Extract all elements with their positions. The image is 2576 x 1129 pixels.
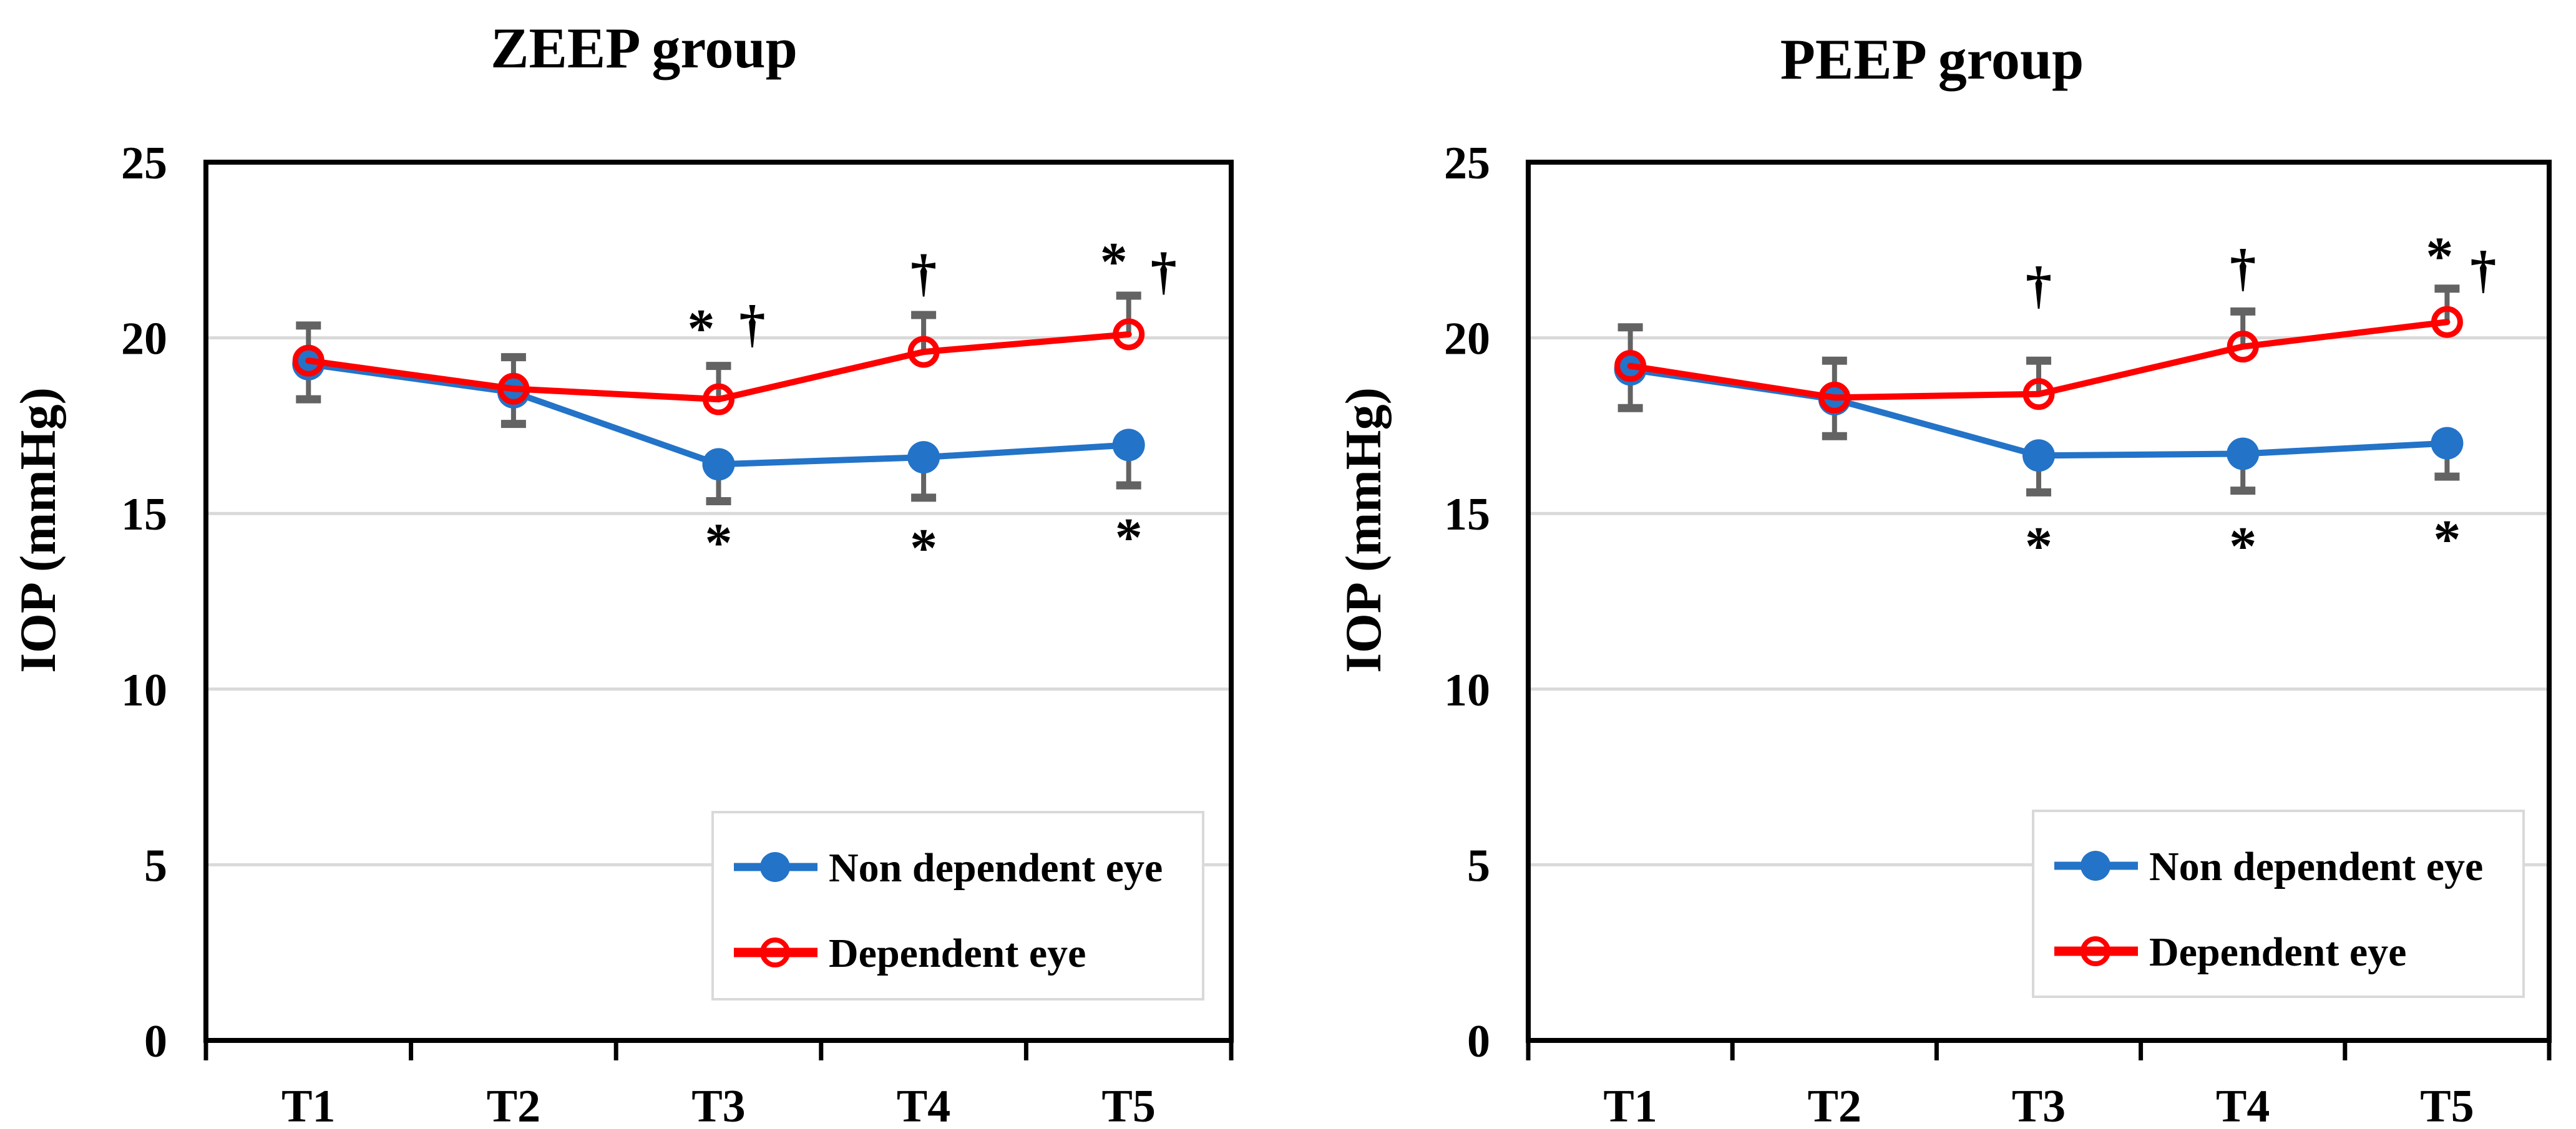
zeep-sig-asterisk-T3: * bbox=[705, 513, 733, 574]
zeep-legend: Non dependent eye Dependent eye bbox=[711, 811, 1204, 1001]
peep-y-tick-label: 10 bbox=[1444, 665, 1490, 716]
peep-x-tick-label-T2: T2 bbox=[1808, 1081, 1861, 1129]
peep-sig-asterisk-T4: * bbox=[2229, 516, 2256, 577]
zeep-sig-dagger-T4: † bbox=[910, 244, 937, 302]
zeep-annotations: * † † * † * * * bbox=[688, 232, 1177, 579]
zeep-x-tick-label-T1: T1 bbox=[281, 1081, 335, 1129]
zeep-x-tick-label-T5: T5 bbox=[1102, 1081, 1156, 1129]
peep-y-axis-label: IOP (mmHg) bbox=[1335, 387, 1392, 673]
zeep-y-tick-label: 15 bbox=[121, 489, 167, 540]
peep-y-tick-label: 15 bbox=[1444, 489, 1490, 540]
zeep-x-tick-label-T3: T3 bbox=[691, 1081, 745, 1129]
zeep-sig-asterisk-T5: * bbox=[1100, 232, 1128, 293]
peep-x-tick-label-T3: T3 bbox=[2012, 1081, 2066, 1129]
zeep-sig-asterisk-T4: * bbox=[910, 518, 937, 579]
peep-y-tick-label: 25 bbox=[1444, 138, 1490, 189]
zeep-sig-dagger-T3: † bbox=[739, 295, 766, 353]
peep-sig-dagger-T4: † bbox=[2230, 239, 2256, 297]
peep-y-tick-label: 0 bbox=[1467, 1016, 1490, 1067]
zeep-series-dependent bbox=[292, 318, 1145, 415]
zeep-chart: 0 5 10 15 20 25 T1 T2 T3 T4 T5 * † † * † * * * ZEEP group IO… bbox=[9, 16, 1234, 1129]
peep-series-dependent bbox=[1614, 306, 2463, 414]
zeep-y-tick-label: 20 bbox=[121, 314, 167, 365]
zeep-x-tick-label-T2: T2 bbox=[487, 1081, 540, 1129]
zeep-sig-asterisk-T3: * bbox=[688, 299, 715, 359]
peep-x-tick-label-T5: T5 bbox=[2420, 1081, 2474, 1129]
zeep-legend-label-dependent: Dependent eye bbox=[829, 931, 1086, 976]
peep-sig-dagger-T5: † bbox=[2470, 241, 2496, 299]
zeep-y-axis-label: IOP (mmHg) bbox=[9, 387, 66, 673]
peep-chart: 0 5 10 15 20 25 T1 T2 T3 T4 T5 † † * † * * * PEEP group IOP… bbox=[1335, 27, 2552, 1129]
peep-sig-asterisk-T3: * bbox=[2025, 516, 2052, 577]
zeep-title: ZEEP group bbox=[490, 16, 798, 80]
peep-sig-asterisk-T5: * bbox=[2433, 510, 2461, 570]
zeep-sig-asterisk-T5: * bbox=[1115, 508, 1143, 568]
zeep-y-tick-label: 10 bbox=[121, 665, 167, 716]
zeep-y-tick-label: 5 bbox=[144, 840, 167, 891]
peep-y-tick-label: 20 bbox=[1444, 314, 1490, 365]
peep-x-tick-label-T1: T1 bbox=[1603, 1081, 1657, 1129]
peep-x-tick-label-T4: T4 bbox=[2216, 1081, 2270, 1129]
peep-sig-asterisk-T5: * bbox=[2426, 227, 2453, 288]
peep-legend-label-dependent: Dependent eye bbox=[2149, 929, 2406, 975]
peep-title: PEEP group bbox=[1780, 27, 2084, 91]
zeep-sig-dagger-T5: † bbox=[1151, 243, 1177, 301]
peep-sig-dagger-T3: † bbox=[2026, 256, 2052, 314]
peep-legend: Non dependent eye Dependent eye bbox=[2032, 810, 2525, 998]
peep-annotations: † † * † * * * bbox=[2025, 227, 2496, 578]
zeep-x-tick-label-T4: T4 bbox=[897, 1081, 950, 1129]
zeep-legend-label-non_dependent: Non dependent eye bbox=[829, 845, 1163, 891]
peep-y-tick-label: 5 bbox=[1467, 840, 1490, 891]
zeep-y-tick-label: 0 bbox=[144, 1016, 167, 1067]
peep-legend-label-non_dependent: Non dependent eye bbox=[2149, 844, 2483, 889]
zeep-y-tick-label: 25 bbox=[121, 138, 167, 189]
